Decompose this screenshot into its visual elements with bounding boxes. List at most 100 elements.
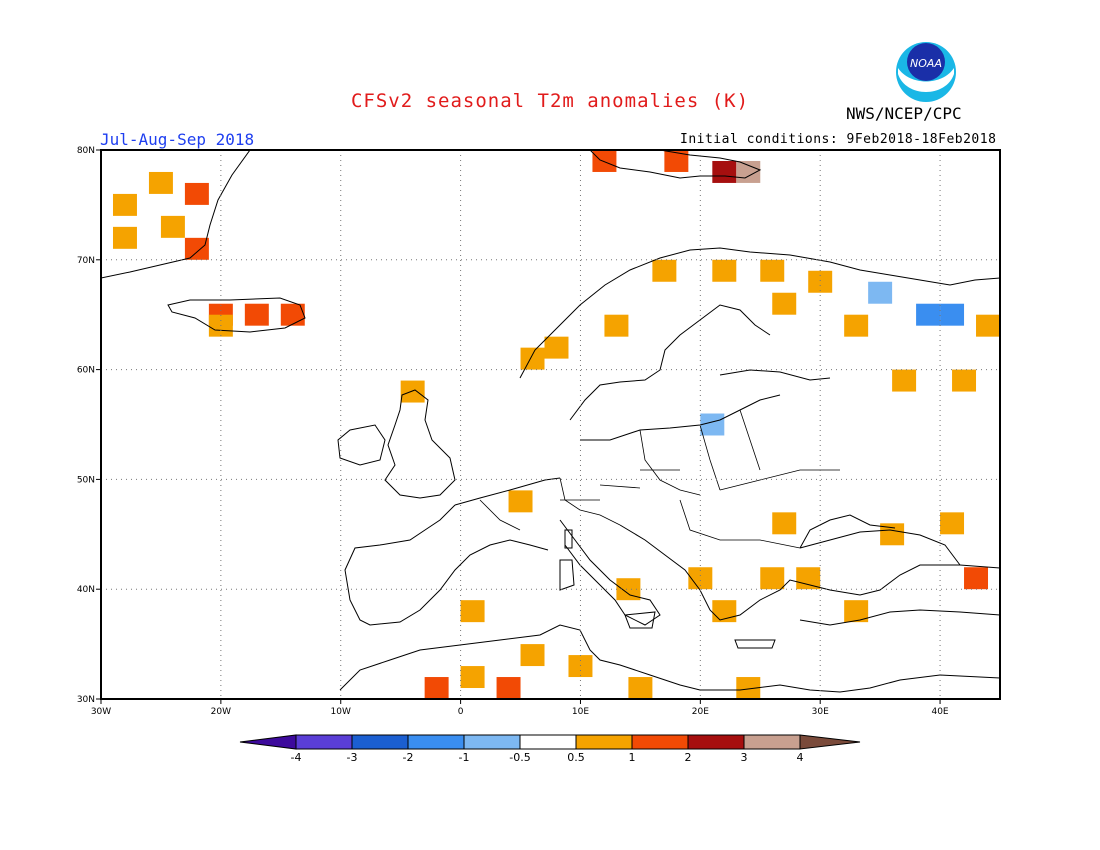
legend-swatch bbox=[687, 734, 745, 750]
anomaly-cell bbox=[616, 578, 641, 601]
asia-minor-coast bbox=[799, 609, 1000, 626]
anomaly-cell bbox=[772, 512, 797, 535]
lat-label: 60N bbox=[77, 366, 95, 376]
britain-coast bbox=[384, 389, 456, 499]
anomaly-cell bbox=[160, 215, 185, 238]
greenland-coast bbox=[101, 150, 251, 279]
anomaly-cell bbox=[772, 292, 797, 315]
lat-label: 40N bbox=[77, 585, 95, 595]
anomaly-cell bbox=[460, 666, 485, 689]
gulf-finland-coast bbox=[719, 369, 831, 381]
anomaly-cell bbox=[244, 303, 269, 326]
anomaly-cell bbox=[964, 567, 989, 590]
anomaly-cell bbox=[184, 182, 209, 205]
anomaly-cell bbox=[496, 677, 521, 699]
legend-tick-label: -1 bbox=[459, 751, 470, 764]
anomaly-cell bbox=[808, 270, 833, 293]
anomaly-cell bbox=[460, 600, 485, 623]
noaa-logo-icon: NOAA bbox=[896, 42, 956, 102]
anomaly-cell bbox=[844, 600, 869, 623]
legend-swatch bbox=[407, 734, 465, 750]
anomaly-cells bbox=[112, 150, 1000, 699]
anomaly-cell bbox=[796, 567, 821, 590]
anomaly-cell bbox=[736, 677, 761, 699]
anomaly-cell bbox=[952, 369, 977, 392]
anomaly-cell bbox=[400, 380, 425, 403]
anomaly-cell bbox=[112, 226, 137, 249]
anomaly-cell bbox=[184, 237, 209, 260]
lon-label: 10E bbox=[572, 707, 589, 717]
agency-label: NWS/NCEP/CPC bbox=[846, 104, 962, 123]
anomaly-cell bbox=[652, 259, 677, 282]
lon-label: 30W bbox=[91, 707, 111, 717]
anomaly-cell bbox=[424, 677, 449, 699]
map-frame bbox=[100, 149, 1001, 700]
anomaly-cell bbox=[280, 303, 305, 326]
anomaly-cell bbox=[508, 490, 533, 513]
lon-label: 30E bbox=[812, 707, 829, 717]
legend-tick-label: -2 bbox=[403, 751, 414, 764]
legend-tick-label: 0.5 bbox=[567, 751, 585, 764]
anomaly-cell bbox=[604, 314, 629, 337]
anomaly-cell bbox=[940, 512, 965, 535]
crete-coast bbox=[734, 639, 776, 649]
iceland-coast bbox=[167, 297, 306, 333]
map-title: CFSv2 seasonal T2m anomalies (K) bbox=[350, 90, 750, 112]
anomaly-cell bbox=[568, 655, 593, 678]
anomaly-cell bbox=[892, 369, 917, 392]
legend-swatch bbox=[631, 734, 689, 750]
anomaly-cell bbox=[664, 150, 689, 172]
anomaly-cell bbox=[520, 347, 545, 370]
axis-labels: 80N 70N 60N 50N 40N 30N 30W 20W 10W 0 10E 20E 30E 40E bbox=[77, 146, 949, 717]
lat-label: 50N bbox=[77, 475, 95, 485]
legend-low-arrow bbox=[239, 734, 297, 750]
legend-tick-label: 1 bbox=[629, 751, 636, 764]
anomaly-cell bbox=[592, 150, 617, 172]
black-sea-coast bbox=[799, 514, 961, 566]
season-label: Jul-Aug-Sep 2018 bbox=[100, 130, 255, 149]
france-iberia-coast bbox=[344, 477, 561, 626]
legend-swatch bbox=[575, 734, 633, 750]
lat-label: 70N bbox=[77, 256, 95, 266]
initial-conditions-label: Initial conditions: 9Feb2018-18Feb2018 bbox=[680, 132, 997, 147]
anomaly-cell bbox=[688, 567, 713, 590]
legend-tick-label: -0.5 bbox=[509, 751, 530, 764]
sardinia-corsica bbox=[559, 529, 575, 591]
lon-label: 10W bbox=[331, 707, 351, 717]
sweden-baltic-coast bbox=[569, 304, 771, 421]
legend-tick-label: 2 bbox=[685, 751, 692, 764]
anomaly-cell bbox=[712, 259, 737, 282]
lat-label: 30N bbox=[77, 695, 95, 705]
anomaly-cell bbox=[700, 413, 725, 436]
noaa-logo-text: NOAA bbox=[910, 57, 942, 70]
anomaly-cell bbox=[112, 193, 137, 216]
legend-swatch bbox=[463, 734, 521, 750]
anomaly-cell bbox=[712, 160, 737, 183]
anomaly-cell bbox=[544, 336, 569, 359]
anomaly-cell bbox=[868, 281, 893, 304]
ireland-coast bbox=[337, 424, 386, 466]
legend-swatch bbox=[295, 734, 353, 750]
north-africa-coast bbox=[339, 624, 1000, 693]
anomaly-cell bbox=[844, 314, 869, 337]
anomaly-cell bbox=[940, 303, 965, 326]
lat-label: 80N bbox=[77, 146, 95, 156]
legend-tick-label: 4 bbox=[797, 751, 804, 764]
anomaly-cell bbox=[712, 600, 737, 623]
legend-high-arrow bbox=[799, 734, 861, 750]
legend-swatch bbox=[519, 734, 577, 750]
italy-coast bbox=[559, 519, 661, 626]
anomaly-cell bbox=[760, 259, 785, 282]
anomaly-cell bbox=[880, 523, 905, 546]
lon-label: 40E bbox=[931, 707, 948, 717]
scandinavia-coast bbox=[519, 247, 1000, 379]
lon-label: 20E bbox=[692, 707, 709, 717]
legend-tick-label: 3 bbox=[741, 751, 748, 764]
anomaly-cell bbox=[760, 567, 785, 590]
anomaly-cell bbox=[520, 644, 545, 667]
lon-label: 0 bbox=[458, 707, 464, 717]
anomaly-cell bbox=[916, 303, 941, 326]
legend-tick-label: -4 bbox=[291, 751, 302, 764]
svalbard-coast bbox=[589, 150, 762, 179]
